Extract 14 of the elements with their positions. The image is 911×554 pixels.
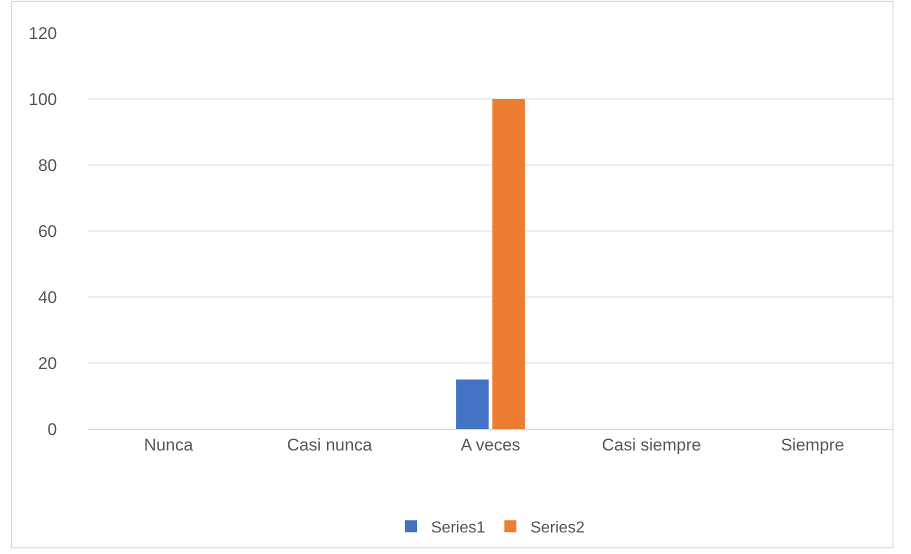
y-tick-label: 100 [28,90,57,109]
y-tick-label: 120 [28,24,57,43]
x-tick-label: Casi siempre [602,435,702,454]
legend-label: Series1 [431,520,486,537]
x-tick-label: Casi nunca [286,435,373,454]
x-tick-label: A veces [460,435,520,454]
x-tick-label: Siempre [780,435,844,454]
y-tick-label: 80 [38,156,57,175]
x-tick-label: Nunca [144,435,194,454]
y-tick-label: 0 [48,420,57,439]
y-tick-label: 40 [38,288,57,307]
legend-label: Series2 [530,520,585,537]
y-tick-label: 20 [38,354,57,373]
y-tick-label: 60 [38,222,57,241]
